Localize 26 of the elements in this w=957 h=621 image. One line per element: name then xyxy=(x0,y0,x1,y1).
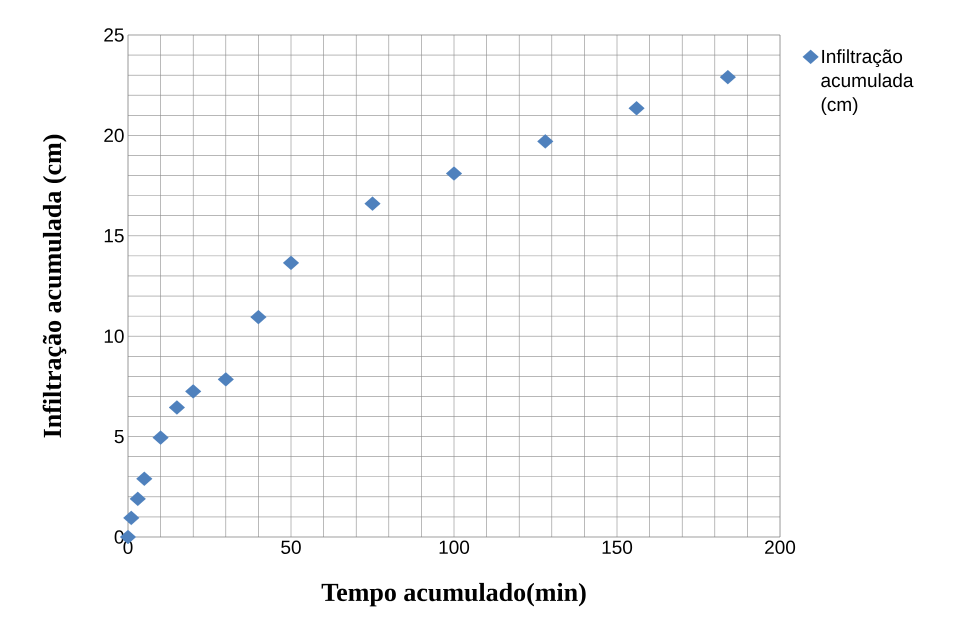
point xyxy=(136,472,152,486)
x-tick-label: 100 xyxy=(440,540,470,554)
point xyxy=(218,372,234,387)
x-tick-label: 150 xyxy=(602,540,632,554)
point xyxy=(628,101,645,116)
point xyxy=(152,430,169,445)
y-tick-label: 10 xyxy=(104,329,124,343)
point xyxy=(185,384,202,399)
point xyxy=(446,166,462,181)
point xyxy=(537,134,554,149)
point xyxy=(364,196,381,211)
y-tick-label: 5 xyxy=(114,430,124,444)
point xyxy=(130,492,146,506)
legend-label: Infiltração acumulada (cm) xyxy=(821,49,914,115)
point xyxy=(250,310,266,324)
y-tick-label: 20 xyxy=(104,128,124,142)
point xyxy=(123,510,140,526)
point xyxy=(720,70,736,84)
point xyxy=(282,256,300,270)
point xyxy=(168,400,185,415)
y-tick-label: 15 xyxy=(104,229,124,242)
x-tick-label: 200 xyxy=(765,540,796,554)
x-tick-label: 50 xyxy=(281,540,301,554)
y-tick-label: 25 xyxy=(104,28,124,42)
y-axis-title: Infiltração acumulada (cm) xyxy=(42,134,66,438)
x-axis-title: Tempo acumulado(min) xyxy=(322,582,586,606)
